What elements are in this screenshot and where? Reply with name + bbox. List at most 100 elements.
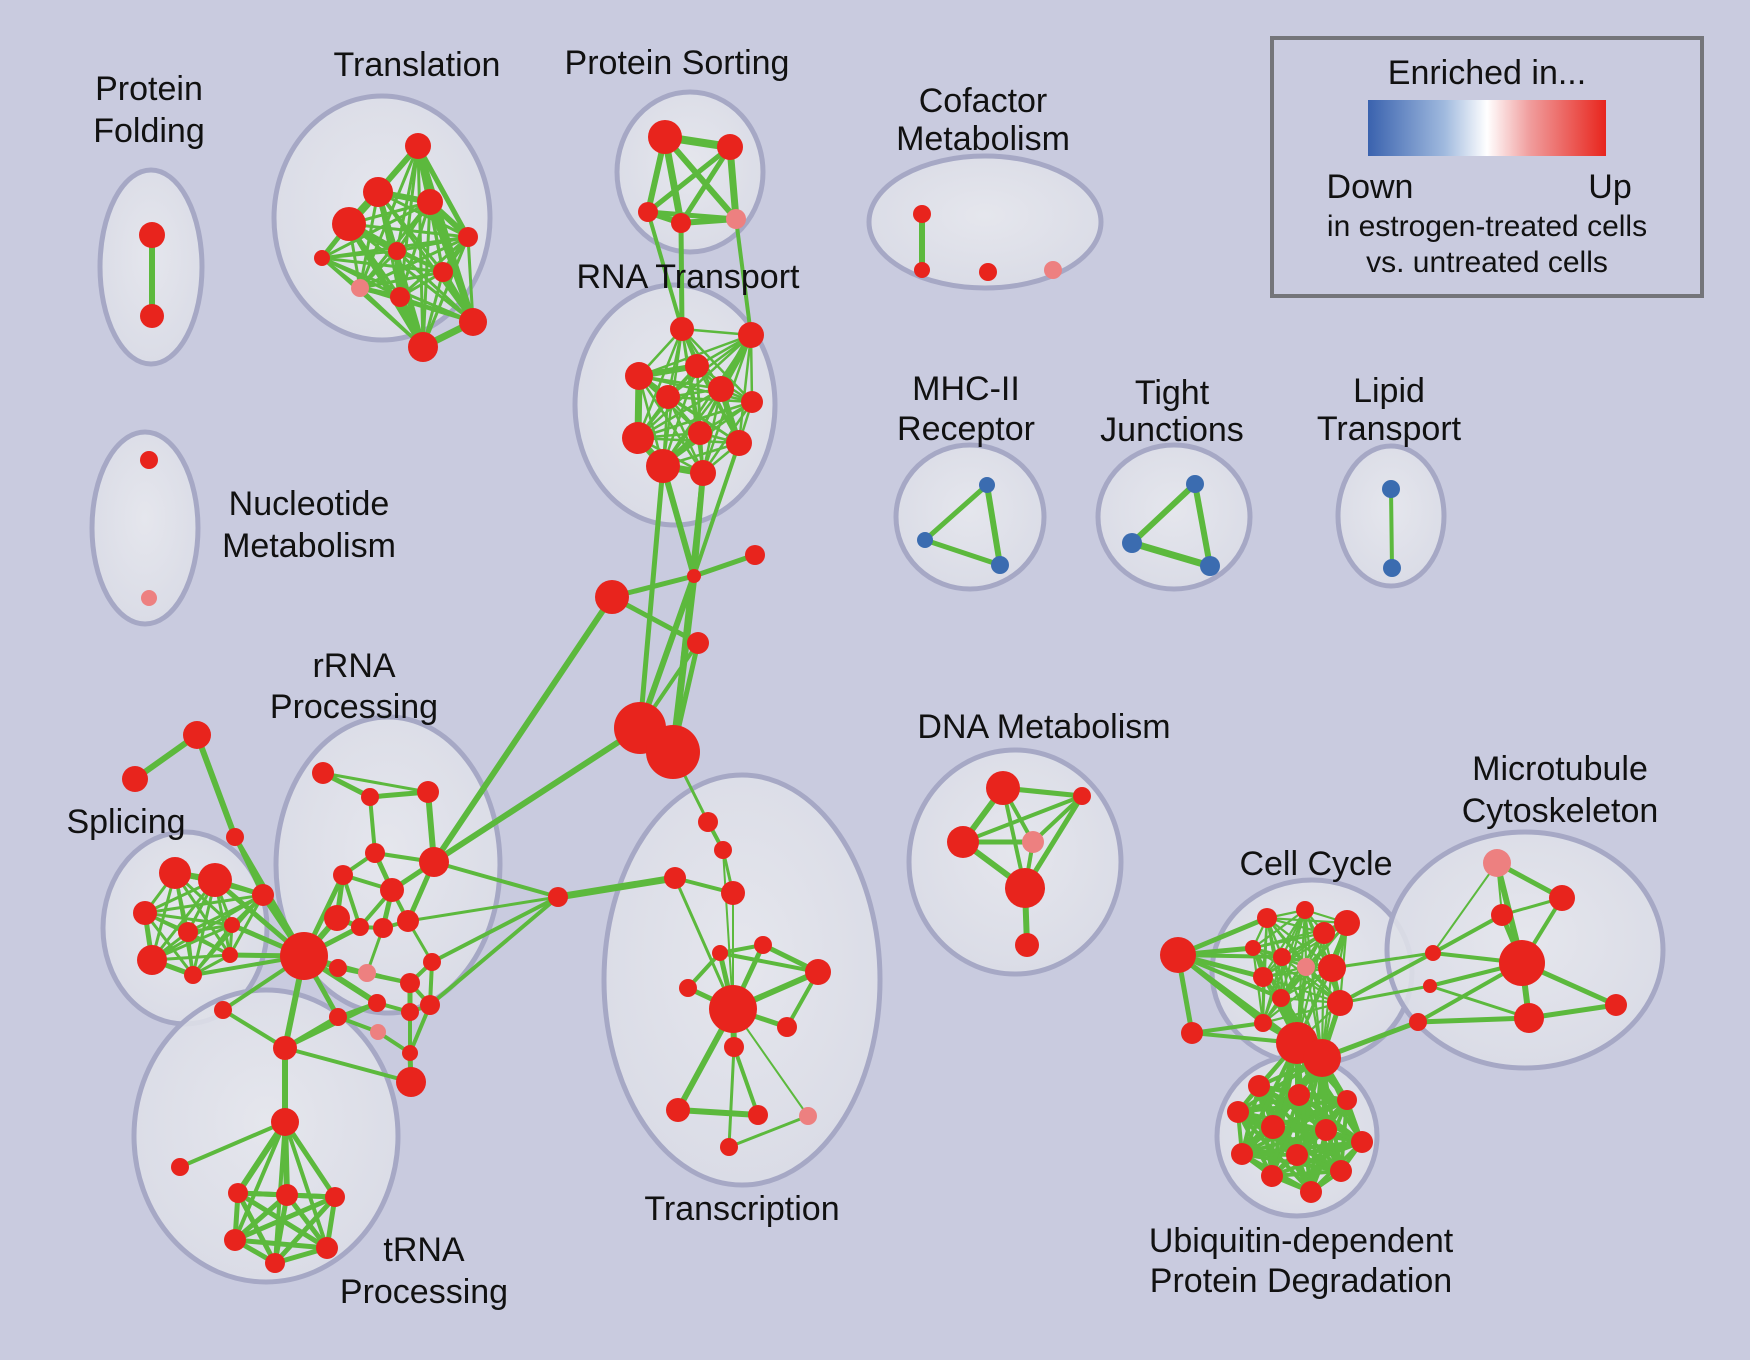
network-edge (1389, 487, 1394, 570)
network-node-cc6 (1297, 958, 1315, 976)
network-edge (421, 235, 470, 349)
cluster-label-nucleotide-metabolism: Nucleotide Metabolism (222, 485, 396, 565)
network-edge (680, 327, 705, 475)
network-node-tb3 (666, 1098, 690, 1122)
network-node-tc1 (714, 841, 732, 859)
network-node-t9 (459, 308, 487, 336)
network-node-lp1 (1383, 559, 1401, 577)
network-node-b0 (214, 1001, 232, 1019)
cluster-label-translation: Translation (334, 46, 501, 84)
network-edge (984, 482, 1003, 568)
network-node-u3 (1227, 1101, 1249, 1123)
network-node-RH (280, 932, 328, 980)
network-node-sp7 (222, 947, 238, 963)
network-node-w0 (329, 959, 347, 977)
network-node-a1 (361, 788, 379, 806)
network-node-t7 (351, 279, 369, 297)
network-node-mc3 (1409, 1013, 1427, 1031)
network-node-s1 (717, 134, 743, 160)
network-node-a3 (365, 843, 385, 863)
network-node-d1 (1073, 787, 1091, 805)
network-edge (431, 725, 643, 865)
network-node-cc4 (1245, 940, 1261, 956)
network-node-tc2 (721, 881, 745, 905)
network-node-tb1 (724, 1037, 744, 1057)
network-node-a5 (380, 878, 404, 902)
network-node-mt3 (1514, 1003, 1544, 1033)
network-node-t5 (388, 242, 406, 260)
network-node-tb6 (720, 1138, 738, 1156)
network-node-s2 (638, 202, 658, 222)
legend-down-label: Down (1327, 168, 1414, 206)
cluster-label-transcription: Transcription (644, 1190, 839, 1228)
network-edge (233, 1120, 287, 1242)
cluster-label-ubiquitin-degradation: Ubiquitin-dependent Protein Degradation (1149, 1222, 1454, 1300)
network-node-c1 (914, 262, 930, 278)
network-node-sp6 (184, 966, 202, 984)
network-node-TB (709, 985, 757, 1033)
network-node-a2 (417, 781, 439, 803)
cluster-ellipse-tight-junctions (1095, 442, 1253, 592)
network-node-t1 (363, 177, 393, 207)
network-node-th6 (265, 1253, 285, 1273)
network-node-m1 (917, 532, 933, 548)
network-edge (1428, 984, 1531, 1020)
network-edge (1175, 952, 1300, 1046)
network-edge (1261, 966, 1334, 1025)
network-node-cc9 (1272, 989, 1290, 1007)
network-edge (1270, 1056, 1324, 1178)
network-edge (732, 1045, 760, 1117)
network-edge (228, 893, 265, 957)
network-node-tc0 (698, 812, 718, 832)
network-edge (1261, 908, 1307, 979)
network-node-sp2 (133, 901, 157, 925)
network-node-w5 (420, 995, 440, 1015)
network-node-tc (226, 828, 244, 846)
network-edge (718, 951, 820, 974)
network-node-a4 (333, 865, 353, 885)
network-node-cc10 (1254, 1014, 1272, 1032)
network-node-d4 (1005, 868, 1045, 908)
network-node-th0 (271, 1108, 299, 1136)
network-edge (283, 1120, 329, 1250)
network-node-d5 (1015, 933, 1039, 957)
network-node-sp0 (159, 857, 191, 889)
network-node-w7 (402, 1045, 418, 1061)
network-node-cc2 (1313, 922, 1335, 944)
network-edge (347, 222, 475, 324)
network-node-mt1 (1491, 904, 1513, 926)
cluster-label-mhc-ii-receptor: MHC-II Receptor (897, 370, 1035, 448)
cluster-label-protein-folding: Protein Folding (93, 70, 205, 150)
network-node-u11 (1300, 1181, 1322, 1203)
network-edge (678, 220, 685, 332)
network-edge (1190, 1021, 1265, 1035)
network-node-w8 (396, 1067, 426, 1097)
network-node-t6 (433, 262, 453, 282)
network-edge (678, 144, 733, 226)
cluster-ellipse-dna-metabolism (906, 747, 1124, 977)
network-edge (636, 387, 723, 440)
network-edge (232, 1194, 338, 1243)
network-node-tb5 (799, 1107, 817, 1125)
network-edge (320, 256, 425, 349)
network-node-cc8 (1253, 967, 1273, 987)
network-edge (415, 143, 471, 240)
network-node-nu1 (141, 590, 157, 606)
network-node-cc3 (1334, 910, 1360, 936)
network-node-u4 (1261, 1115, 1285, 1139)
network-node-u9 (1261, 1165, 1283, 1187)
network-node-tx0 (548, 887, 568, 907)
network-node-a11 (397, 910, 419, 932)
network-edge (1338, 951, 1435, 1005)
cluster-label-cofactor-metabolism: Cofactor Metabolism (896, 82, 1070, 158)
network-node-c3 (1044, 261, 1062, 279)
network-node-a7 (324, 905, 350, 931)
network-edge (320, 249, 399, 260)
network-node-sp3 (178, 922, 198, 942)
network-node-r5 (708, 376, 734, 402)
network-node-t10 (408, 332, 438, 362)
network-node-tj2 (1200, 556, 1220, 576)
network-edge (406, 895, 560, 923)
network-edge (283, 1001, 379, 1050)
network-edge (1432, 862, 1498, 954)
